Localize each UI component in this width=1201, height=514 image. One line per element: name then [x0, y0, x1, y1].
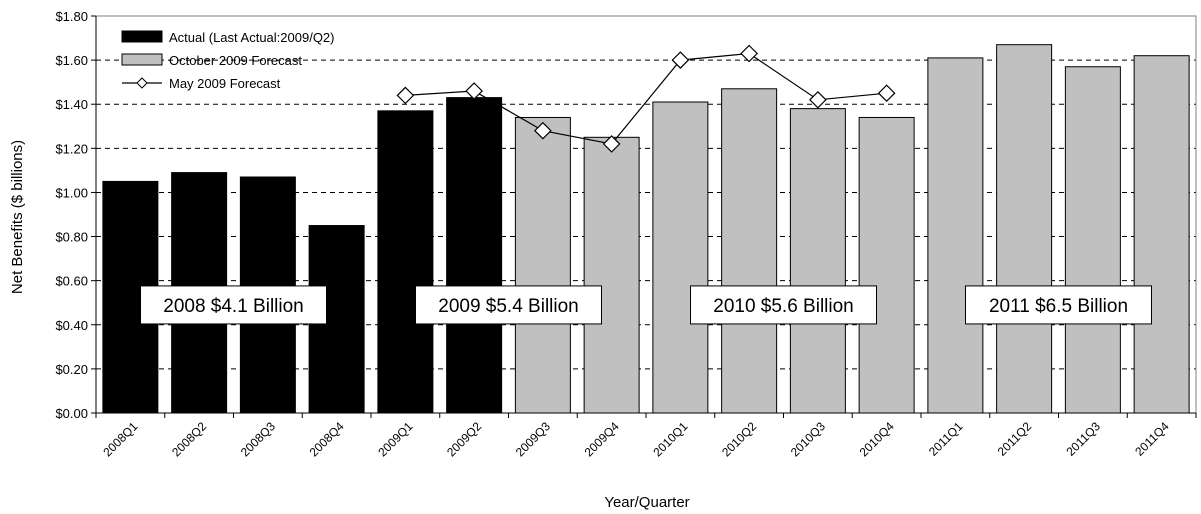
bar: [858, 116, 915, 414]
x-tick-label: 2011Q2: [995, 419, 1035, 459]
bar: [996, 44, 1053, 414]
diamond-marker: [671, 51, 690, 69]
annotation-label: 2008 $4.1 Billion: [163, 296, 304, 317]
y-axis-title: Net Benefits ($ billions): [9, 140, 26, 294]
bar: [446, 97, 503, 414]
y-tick-label: $1.20: [55, 141, 88, 156]
y-tick-label: $1.80: [55, 9, 88, 24]
legend-swatch: [121, 53, 163, 66]
x-tick-label: 2009Q4: [582, 419, 622, 459]
x-tick-label: 2010Q3: [788, 419, 828, 459]
x-tick-label: 2011Q4: [1132, 419, 1172, 459]
diamond-marker: [465, 82, 483, 100]
bar: [1133, 55, 1190, 414]
series-line: [405, 52, 887, 145]
y-tick-label: $0.20: [55, 362, 88, 377]
x-tick-label: 2008Q4: [307, 419, 347, 459]
x-tick-label: 2008Q1: [100, 419, 140, 459]
y-tick-label: $0.40: [55, 318, 88, 333]
annotation-label: 2009 $5.4 Billion: [438, 296, 579, 317]
diamond-marker: [534, 121, 552, 140]
annotation-box: [965, 285, 1152, 325]
legend-label: Actual (Last Actual:2009/Q2): [169, 30, 334, 45]
x-tick-label: 2008Q3: [238, 419, 278, 459]
year-annotations: 2008 $4.1 Billion 2009 $5.4 Billion 2010 $…: [140, 285, 1152, 325]
x-tick-label: 2009Q2: [444, 419, 484, 459]
x-tick-label: 2010Q4: [857, 419, 897, 459]
bar: [377, 110, 434, 414]
y-tick-label: $1.00: [55, 185, 88, 200]
x-axis-title: Year/Quarter: [604, 494, 689, 511]
diamond-marker: [396, 86, 415, 105]
legend-label: October 2009 Forecast: [169, 53, 302, 68]
diamond-marker: [602, 135, 621, 153]
y-axis: $0.00 $0.20 $0.40 $0.60 $0.80 $1.00 $1.20 $1.40…: [55, 9, 96, 421]
legend-label: May 2009 Forecast: [169, 76, 281, 91]
bar: [1064, 66, 1121, 414]
y-tick-label: $1.40: [55, 97, 88, 112]
diamond-marker: [809, 90, 827, 109]
annotation-label: 2010 $5.6 Billion: [713, 296, 854, 317]
bars: [102, 44, 1190, 414]
x-tick-label: 2010Q1: [650, 419, 690, 459]
y-tick-label: $0.60: [55, 274, 88, 289]
bar: [514, 116, 571, 414]
legend: Actual (Last Actual:2009/Q2) October 2009…: [121, 30, 334, 91]
annotation-label: 2011 $6.5 Billion: [989, 296, 1128, 317]
x-tick-label: 2008Q2: [169, 419, 209, 459]
x-tick-label: 2011Q1: [926, 419, 966, 459]
bar: [721, 88, 778, 414]
bar: [652, 101, 709, 414]
annotation-box: [140, 285, 327, 325]
diamond-marker: [740, 44, 758, 63]
legend-marker: [136, 77, 148, 89]
x-tick-label: 2009Q3: [513, 419, 553, 459]
x-axis: 2008Q1 2008Q2 2008Q3 2008Q4 2009Q1 2009Q2 2009…: [95, 413, 1197, 459]
x-tick-label: 2011Q3: [1064, 419, 1104, 459]
x-tick-label: 2009Q1: [375, 419, 415, 459]
y-tick-label: $0.80: [55, 230, 88, 245]
legend-swatch: [121, 30, 163, 43]
annotation-box: [690, 285, 877, 325]
x-tick-label: 2010Q2: [719, 419, 759, 459]
y-tick-label: $0.00: [55, 406, 88, 421]
bar: [789, 108, 846, 414]
diamond-marker: [877, 84, 896, 103]
may-forecast-line: [396, 44, 896, 153]
bar: [583, 136, 640, 414]
y-tick-label: $1.60: [55, 53, 88, 68]
annotation-box: [415, 285, 602, 325]
bar: [927, 57, 984, 414]
